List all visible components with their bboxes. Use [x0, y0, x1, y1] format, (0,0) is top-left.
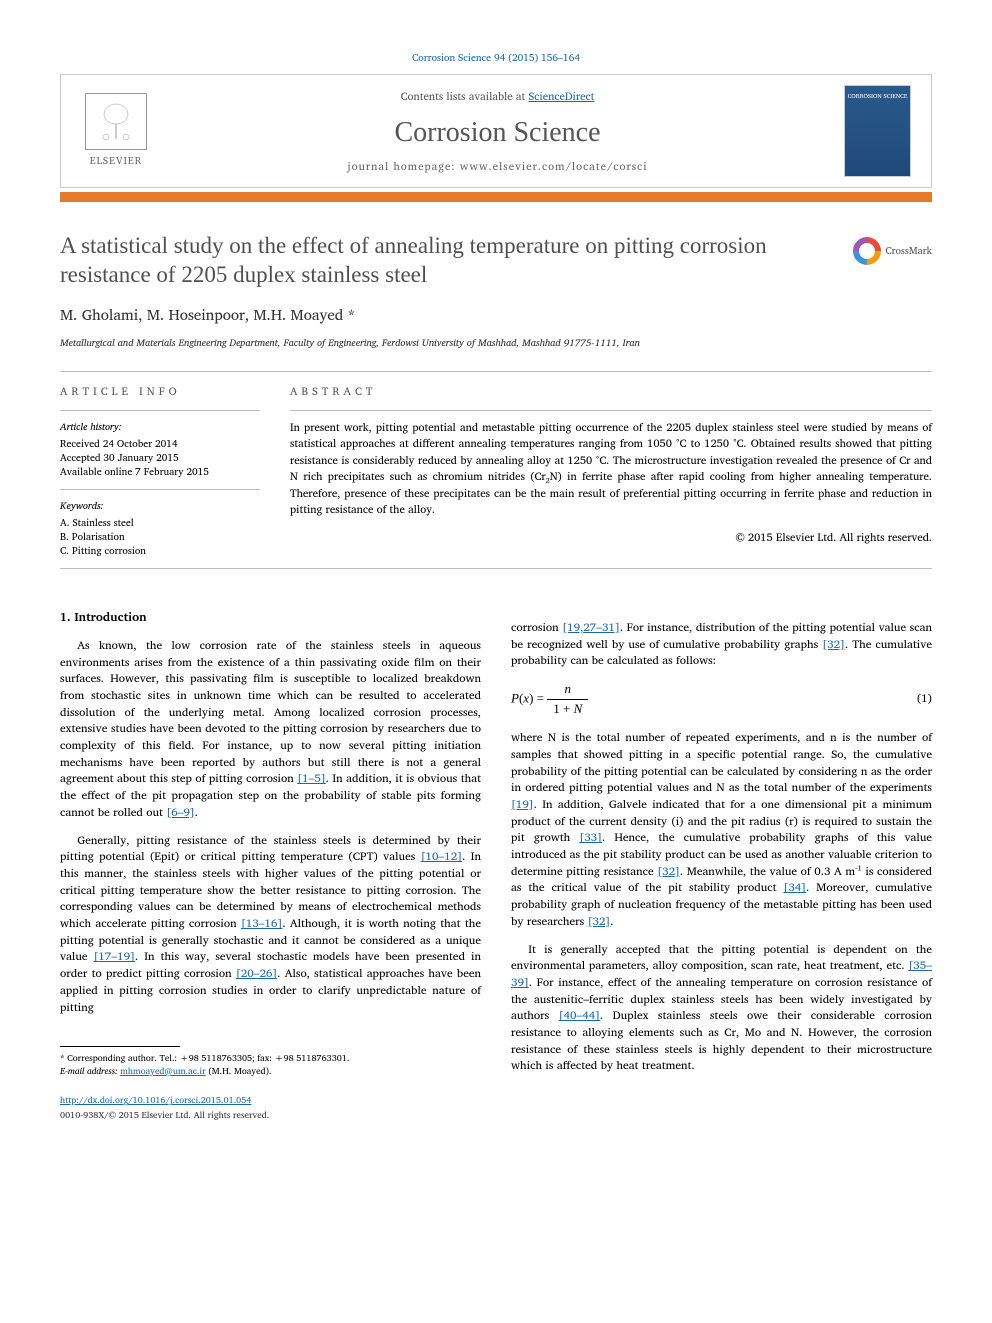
crossmark-label: CrossMark	[885, 243, 932, 259]
title-row: A statistical study on the effect of ann…	[60, 232, 932, 302]
crossmark-badge[interactable]: CrossMark	[853, 237, 932, 265]
page-footer: http://dx.doi.org/10.1016/j.corsci.2015.…	[60, 1092, 932, 1122]
header-center: Contents lists available at ScienceDirec…	[151, 87, 844, 175]
elsevier-tree-icon	[85, 93, 147, 150]
contents-line: Contents lists available at ScienceDirec…	[151, 87, 844, 105]
paragraph: where N is the total number of repeated …	[511, 730, 932, 930]
equation-body: P(x) = n1 + N	[511, 680, 588, 719]
elsevier-logo: ELSEVIER	[81, 91, 151, 171]
ref-link[interactable]: [6–9]	[166, 803, 194, 822]
journal-homepage: journal homepage: www.elsevier.com/locat…	[151, 157, 844, 175]
journal-cover-thumb: CORROSION SCIENCE	[844, 85, 911, 177]
sciencedirect-link[interactable]: ScienceDirect	[529, 87, 595, 105]
available-date: Available online 7 February 2015	[60, 465, 260, 479]
left-column: 1. Introduction As known, the low corros…	[60, 609, 481, 1078]
body-columns: 1. Introduction As known, the low corros…	[60, 609, 932, 1078]
page-container: Corrosion Science 94 (2015) 156–164 ELSE…	[0, 0, 992, 1172]
affiliation-line: Metallurgical and Materials Engineering …	[60, 335, 932, 351]
footnote-divider	[60, 1046, 180, 1047]
divider	[60, 410, 260, 411]
received-date: Received 24 October 2014	[60, 437, 260, 451]
crossmark-icon	[853, 237, 881, 265]
equation-1: P(x) = n1 + N (1)	[511, 680, 932, 719]
email-name: (M.H. Moayed).	[206, 1063, 272, 1078]
publisher-name: ELSEVIER	[90, 153, 142, 169]
abstract-text: In present work, pitting potential and m…	[290, 419, 932, 518]
keywords-label: Keywords:	[60, 498, 260, 514]
divider	[290, 410, 932, 411]
info-abstract-row: ARTICLE INFO Article history: Received 2…	[60, 382, 932, 558]
abstract-col: ABSTRACT In present work, pitting potent…	[290, 382, 932, 558]
email-label: E-mail address:	[60, 1063, 120, 1078]
divider	[60, 568, 932, 569]
paragraph: As known, the low corrosion rate of the …	[60, 638, 481, 821]
email-link[interactable]: mhmoayed@um.ac.ir	[120, 1063, 205, 1078]
doi-link[interactable]: http://dx.doi.org/10.1016/j.corsci.2015.…	[60, 1092, 251, 1107]
divider	[60, 371, 932, 372]
article-info-col: ARTICLE INFO Article history: Received 2…	[60, 382, 260, 558]
issn-copyright: 0010-938X/© 2015 Elsevier Ltd. All right…	[60, 1107, 932, 1122]
journal-name: Corrosion Science	[151, 117, 844, 149]
abstract-heading: ABSTRACT	[290, 382, 932, 400]
keyword: B. Polarisation	[60, 530, 260, 544]
ref-link[interactable]: [32]	[588, 912, 611, 931]
ref-link[interactable]: [32]	[822, 635, 845, 654]
article-title: A statistical study on the effect of ann…	[60, 232, 833, 290]
contents-prefix: Contents lists available at	[401, 87, 529, 105]
homepage-url[interactable]: www.elsevier.com/locate/corsci	[460, 157, 648, 175]
paragraph: Generally, pitting resistance of the sta…	[60, 833, 481, 1016]
paragraph: It is generally accepted that the pittin…	[511, 942, 932, 1075]
journal-header-box: ELSEVIER Contents lists available at Sci…	[60, 74, 932, 188]
paragraph: corrosion [19,27–31]. For instance, dist…	[511, 620, 932, 670]
accepted-date: Accepted 30 January 2015	[60, 451, 260, 465]
citation-line: Corrosion Science 94 (2015) 156–164	[60, 50, 932, 66]
history-label: Article history:	[60, 419, 260, 435]
keyword: A. Stainless steel	[60, 516, 260, 530]
article-info-heading: ARTICLE INFO	[60, 382, 260, 400]
divider	[60, 489, 260, 490]
authors-line: M. Gholami, M. Hoseinpoor, M.H. Moayed *	[60, 302, 932, 327]
abstract-copyright: © 2015 Elsevier Ltd. All rights reserved…	[290, 528, 932, 546]
equation-label: (1)	[917, 691, 932, 708]
homepage-prefix: journal homepage:	[347, 157, 459, 175]
right-column: corrosion [19,27–31]. For instance, dist…	[511, 609, 932, 1078]
keyword: C. Pitting corrosion	[60, 544, 260, 558]
section-heading: 1. Introduction	[60, 609, 481, 626]
email-footnote: E-mail address: mhmoayed@um.ac.ir (M.H. …	[60, 1065, 481, 1078]
accent-bar	[60, 192, 932, 202]
